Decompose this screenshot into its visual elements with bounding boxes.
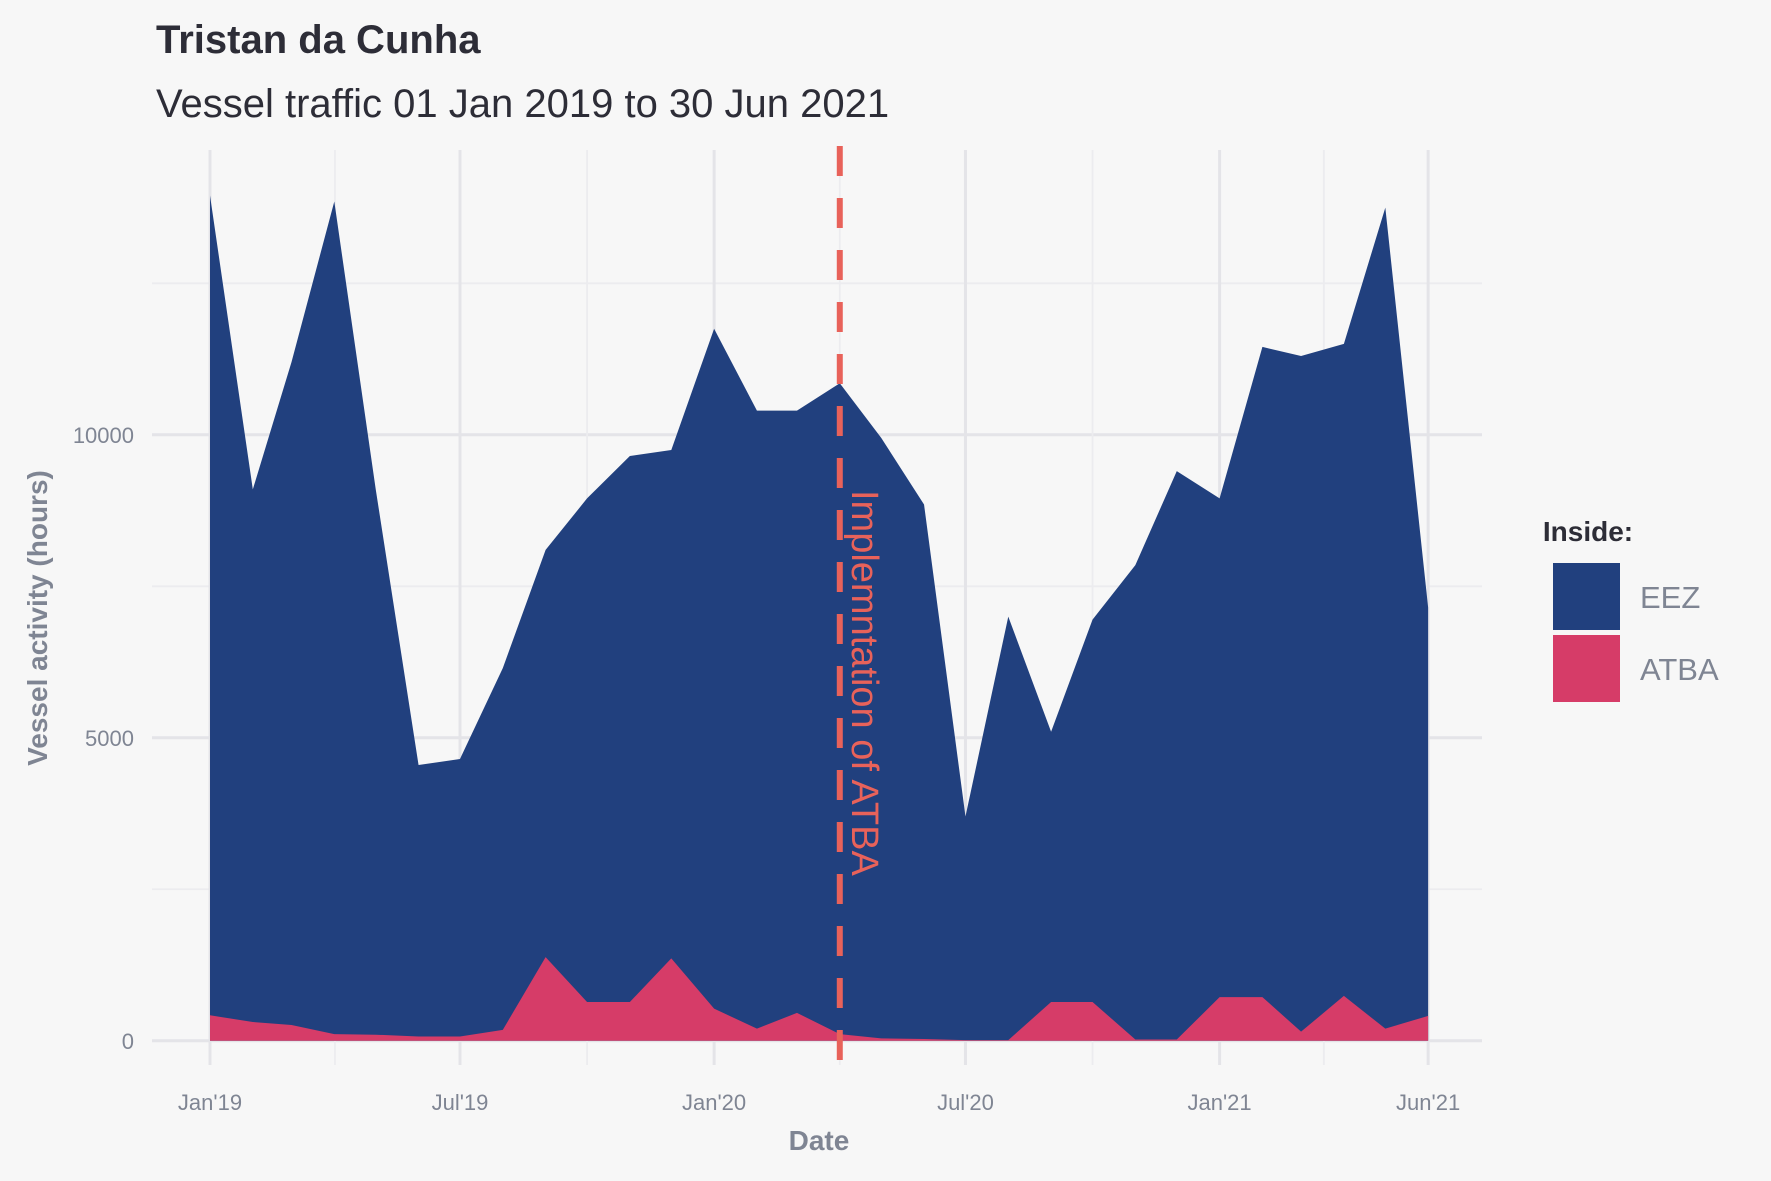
plot-area [210,195,1429,1041]
legend-label-atba: ATBA [1640,652,1719,687]
series-area-atba [210,957,1429,1041]
legend-title: Inside: [1543,516,1633,547]
x-tick-label: Jun'21 [1396,1090,1460,1115]
legend-label-eez: EEZ [1640,580,1700,615]
y-axis: 0 5000 10000 [73,423,134,1054]
y-tick-label: 5000 [85,726,134,751]
y-axis-title: Vessel activity (hours) [22,470,53,766]
legend-swatch-eez [1553,563,1620,630]
y-tick-label: 10000 [73,423,134,448]
y-tick-label: 0 [122,1029,134,1054]
annotation-label: Implemntation of ATBA [843,490,885,876]
x-tick-label: Jan'21 [1188,1090,1252,1115]
chart-subtitle: Vessel traffic 01 Jan 2019 to 30 Jun 202… [156,82,889,126]
x-axis-title: Date [789,1125,850,1156]
x-tick-label: Jul'19 [432,1090,489,1115]
x-axis: Jan'19 Jul'19 Jan'20 Jul'20 Jan'21 Jun'21 [178,1090,1460,1115]
legend-swatch-atba [1553,635,1620,702]
x-tick-label: Jan'19 [178,1090,242,1115]
series-area-eez [210,195,1429,1041]
x-tick-label: Jan'20 [682,1090,746,1115]
legend: Inside: EEZ ATBA [1543,516,1719,702]
annotation: Implemntation of ATBA [836,146,885,1072]
x-tick-label: Jul'20 [937,1090,994,1115]
chart-title: Tristan da Cunha [156,18,481,62]
